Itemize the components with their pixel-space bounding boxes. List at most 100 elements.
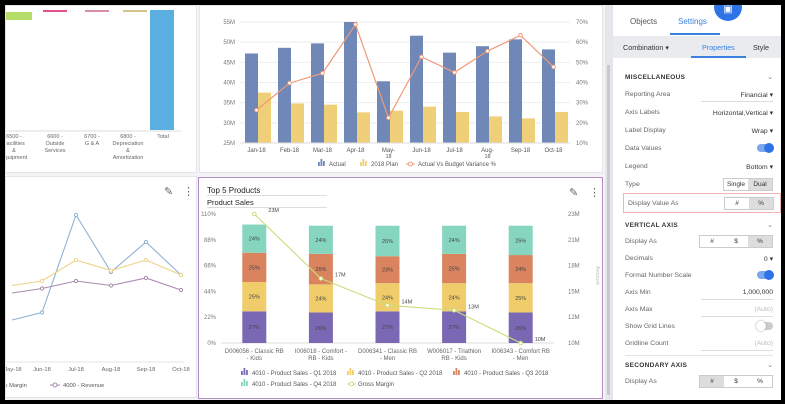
y-tick-label: 55M: [223, 20, 235, 26]
series-point: [39, 310, 45, 315]
y-tick-label: 88%: [204, 238, 217, 244]
x-tick-label: Feb-18: [280, 148, 300, 154]
gridline-count-row: Gridline Count (Auto): [625, 337, 773, 351]
bar-actual: [245, 53, 258, 143]
display-as-number[interactable]: #: [710, 238, 714, 245]
y-tick-label: 0%: [207, 341, 216, 347]
y2-tick-label: 50%: [576, 60, 589, 66]
more-icon[interactable]: ⋮: [589, 187, 600, 199]
stacked-segment: [442, 283, 467, 312]
bar-actual: [509, 39, 522, 143]
legend-label: 4010 - Product Sales - Q2 2018: [358, 371, 443, 377]
y2-tick-label: 60%: [576, 40, 589, 46]
legend-label: 2018 Plan: [371, 162, 398, 168]
data-label: 23M: [268, 208, 279, 214]
tab-objects[interactable]: Objects: [630, 17, 658, 26]
legend-icon: [362, 159, 365, 166]
axis-labels-select[interactable]: Horizontal,Vertical ▾: [712, 110, 773, 117]
secondary-display-as-currency[interactable]: $: [734, 378, 738, 385]
section-vertical-axis[interactable]: VERTICAL AXIS: [625, 222, 679, 229]
series-line: [11, 277, 182, 294]
waterfall-panel: 6500 -Facilities&Equipment6600 -OutsideS…: [5, 5, 197, 173]
reporting-area-select[interactable]: Financial ▾: [740, 92, 773, 99]
x-tick-label: I006018 - Comfort -: [295, 349, 347, 355]
chevron-down-icon[interactable]: ⌄: [767, 74, 773, 81]
series-point: [143, 257, 149, 263]
series-point: [178, 272, 184, 278]
x-tick-label: RB - Kids: [441, 356, 466, 362]
edit-icon[interactable]: ✎: [569, 187, 579, 199]
x-tick-label: Equipment: [6, 155, 28, 161]
panel-scrollbar[interactable]: [605, 5, 612, 400]
display-as-currency[interactable]: $: [734, 238, 738, 245]
gridline-count-input[interactable]: (Auto): [754, 340, 773, 347]
legend-label: Actual: [329, 162, 346, 168]
type-dual[interactable]: Dual: [748, 179, 772, 190]
chart-title[interactable]: Top 5 Products: [207, 186, 327, 196]
value-as-percent[interactable]: %: [749, 198, 773, 209]
label: Axis Max: [625, 306, 653, 313]
display-as-percent[interactable]: %: [748, 236, 772, 247]
legend-label: Gross Margin: [358, 382, 394, 388]
tab-settings[interactable]: Settings: [678, 17, 707, 26]
legend-select[interactable]: Bottom ▾: [746, 164, 773, 171]
section-miscellaneous[interactable]: MISCELLANEOUS: [625, 74, 686, 81]
bar-plan: [423, 106, 436, 143]
tab-properties[interactable]: Properties: [702, 43, 735, 52]
show-grid-lines-toggle[interactable]: [756, 321, 773, 331]
format-number-scale-toggle[interactable]: [757, 270, 774, 280]
label-display-select[interactable]: Wrap ▾: [751, 128, 773, 135]
chart-type-dropdown[interactable]: Combination ▾: [623, 43, 669, 52]
settings-panel: Objects Settings ▣ Combination ▾ Propert…: [612, 5, 781, 400]
waterfall-bar: [85, 10, 109, 12]
line-chart: May-18 Jun-18 Jul-18 Aug-18 Sep-18 Oct-18 Gros…: [5, 212, 190, 389]
bar-plan: [555, 111, 568, 143]
variance-point: [320, 70, 325, 76]
label: Format Number Scale: [625, 272, 692, 279]
y2-tick-label: 10%: [576, 141, 589, 147]
value-as-number[interactable]: #: [735, 200, 739, 207]
x-tick-label: Jul-18: [68, 367, 84, 373]
legend-label: 4010 - Product Sales - Q3 2018: [464, 371, 549, 377]
save-icon[interactable]: ▣: [714, 5, 742, 21]
series-line: [11, 259, 182, 287]
data-label: 27%: [249, 325, 260, 331]
label: Axis Labels: [625, 109, 660, 116]
legend-icon: [318, 162, 320, 166]
axis-min-input[interactable]: 1,000,000: [742, 289, 773, 296]
x-tick-label: Sep-18: [511, 148, 531, 154]
tab-style[interactable]: Style: [753, 43, 769, 52]
axis-labels-row: Axis Labels Horizontal,Vertical ▾: [625, 106, 773, 120]
stacked-segment: [442, 253, 467, 284]
legend-icon: [246, 370, 248, 375]
more-icon[interactable]: ⋮: [183, 186, 194, 198]
section-secondary-axis[interactable]: SECONDARY AXIS: [625, 362, 688, 369]
legend-label: Gross Margin: [6, 383, 27, 389]
data-label: 26%: [382, 239, 393, 245]
axis-max-input[interactable]: (Auto): [754, 306, 773, 313]
secondary-display-as-number[interactable]: #: [700, 376, 724, 387]
data-label: 27%: [382, 325, 393, 331]
edit-icon[interactable]: ✎: [164, 186, 174, 198]
decimals-select[interactable]: 0 ▾: [763, 256, 773, 263]
x-tick-label: - Kids: [247, 356, 262, 362]
data-values-toggle[interactable]: [757, 143, 774, 153]
secondary-display-as-percent[interactable]: %: [757, 378, 763, 385]
type-single[interactable]: Single: [726, 181, 746, 188]
bar-plan: [390, 110, 403, 143]
data-label: 25%: [515, 238, 526, 244]
legend-icon: [243, 379, 246, 386]
chart-subtitle[interactable]: Product Sales: [207, 198, 327, 208]
variance-point: [386, 115, 391, 121]
y2-axis-title: Amount: [594, 266, 600, 285]
chevron-down-icon[interactable]: ⌄: [767, 362, 773, 369]
series-point: [73, 257, 79, 263]
stacked-segment: [242, 252, 267, 283]
chevron-down-icon[interactable]: ⌄: [767, 222, 773, 229]
gross-margin-point: [318, 276, 324, 281]
data-values-row: Data Values: [625, 142, 774, 156]
data-label: 24%: [315, 238, 326, 244]
data-label: 24%: [382, 295, 393, 301]
label: Data Values: [625, 145, 662, 152]
legend-icon: [349, 381, 354, 387]
